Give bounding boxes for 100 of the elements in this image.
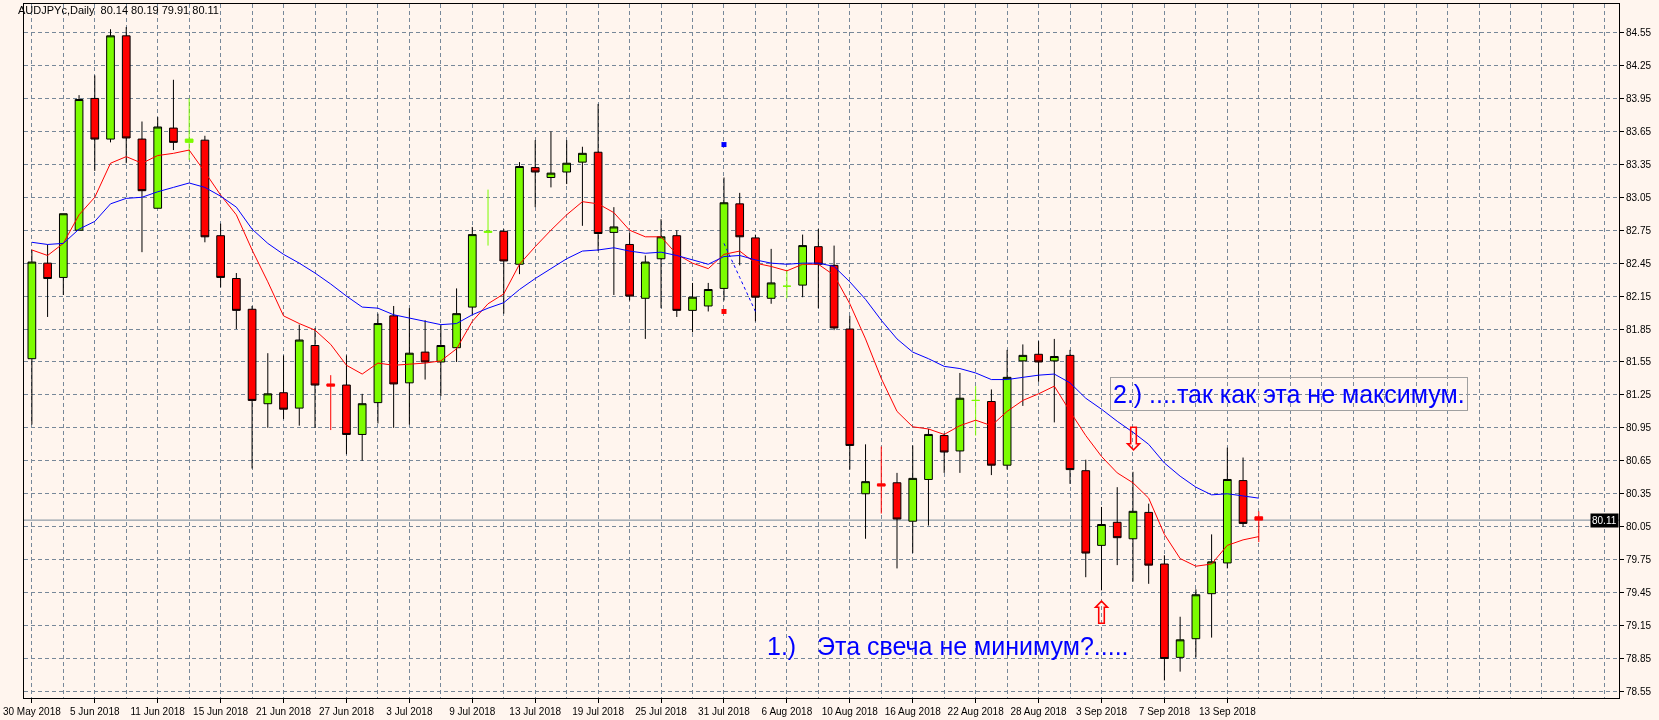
candlestick [814, 228, 823, 309]
candlestick [924, 428, 933, 527]
y-tick-label: 83.05 [1626, 191, 1652, 203]
candlestick [326, 374, 336, 431]
annotation: ⇩ [1120, 421, 1147, 457]
candlestick [483, 189, 493, 247]
y-tick-label: 81.85 [1626, 323, 1652, 335]
candlestick [892, 472, 902, 569]
line-series [31, 182, 1260, 499]
candlestick [672, 229, 682, 318]
candlestick [1191, 588, 1201, 658]
candlestick [389, 305, 398, 429]
candlestick [27, 249, 37, 426]
x-tick-label: 31 Jul 2018 [698, 706, 751, 717]
candlestick [310, 327, 320, 429]
candlestick [263, 352, 273, 429]
candlestick [609, 206, 619, 296]
candlestick [90, 74, 100, 172]
candlestick [656, 218, 666, 309]
candlestick [1097, 506, 1106, 591]
x-tick-label: 5 Jun 2018 [70, 706, 120, 717]
x-tick-label: 25 Jul 2018 [635, 706, 688, 717]
y-tick-label: 81.55 [1626, 356, 1652, 368]
candlestick [688, 282, 697, 333]
x-tick-label: 21 Jun 2018 [256, 706, 312, 717]
x-tick-label: 19 Jul 2018 [572, 706, 625, 717]
candlestick [1018, 343, 1028, 407]
candlestick [908, 444, 918, 554]
candlestick [1222, 447, 1232, 569]
x-tick-label: 3 Jul 2018 [386, 706, 433, 717]
candlestick [515, 161, 524, 275]
candlestick [184, 97, 194, 161]
x-tick-label: 7 Sep 2018 [1138, 706, 1191, 717]
candlestick [987, 388, 996, 476]
y-tick-label: 83.95 [1626, 92, 1652, 104]
candlestick [452, 287, 461, 363]
candlestick [625, 231, 634, 301]
candlestick [1175, 616, 1185, 673]
x-tick-label: 13 Jul 2018 [509, 706, 562, 717]
x-tick-label: 30 May 2018 [2, 706, 62, 717]
y-tick-label: 83.65 [1626, 125, 1652, 137]
candlestick [782, 269, 792, 299]
x-tick-label: 9 Jul 2018 [449, 706, 496, 717]
annotation: 1.) Эта свеча не минимум?..... [767, 632, 1129, 660]
candlestick [861, 443, 870, 540]
candlestick [845, 315, 855, 471]
candlestick [578, 146, 587, 227]
candlestick [703, 282, 713, 312]
candlestick [719, 177, 729, 301]
y-tick-label: 80.35 [1626, 488, 1652, 500]
y-tick-label: 79.45 [1626, 587, 1652, 599]
ref-line-label: 80.11 [1592, 515, 1617, 526]
candlestick [1207, 533, 1216, 639]
candlestick [955, 372, 965, 474]
candlestick [74, 94, 84, 231]
x-tick-label: 10 Aug 2018 [821, 706, 879, 717]
x-tick-label: 6 Aug 2018 [761, 706, 813, 717]
candlestick [1081, 459, 1091, 578]
candlestick [939, 432, 949, 474]
candlestick [876, 446, 886, 515]
y-tick-label: 82.15 [1626, 290, 1652, 302]
x-tick-label: 27 Jun 2018 [318, 706, 375, 717]
y-tick-label: 82.75 [1626, 224, 1652, 236]
candlestick [247, 305, 257, 469]
candlestick [1065, 349, 1075, 485]
candlestick [436, 324, 446, 397]
candlestick [798, 234, 807, 298]
x-tick-label: 13 Sep 2018 [1198, 706, 1257, 717]
x-tick-label: 3 Sep 2018 [1075, 706, 1128, 717]
annotation: 2.) ....так как эта не максимум. [1113, 380, 1465, 408]
y-tick-label: 78.55 [1626, 685, 1652, 697]
candlestick [1160, 554, 1169, 681]
candlestick [405, 307, 414, 426]
candlestick [153, 116, 163, 209]
x-tick-label: 28 Aug 2018 [1010, 706, 1068, 717]
candlestick [216, 223, 225, 288]
candlestick [106, 28, 115, 143]
candlestick [546, 130, 556, 188]
candlestick [971, 385, 981, 437]
candlestick [294, 324, 304, 427]
candlestick [562, 139, 572, 185]
y-tick-label: 80.65 [1626, 455, 1652, 467]
candlestick [420, 319, 430, 381]
x-tick-label: 16 Aug 2018 [884, 706, 942, 717]
candlestick [1034, 340, 1043, 383]
candlestick [169, 79, 178, 151]
candlestick [373, 313, 383, 424]
candlestick [58, 213, 68, 296]
y-tick-label: 79.15 [1626, 620, 1652, 632]
candlestick [1002, 349, 1012, 471]
y-tick-label: 83.35 [1626, 158, 1652, 170]
candlestick [1128, 471, 1138, 583]
candlestick [499, 228, 509, 315]
candlestick [751, 234, 760, 322]
x-tick-label: 22 Aug 2018 [947, 706, 1005, 717]
candlestick [1049, 338, 1059, 423]
candlestick [1238, 457, 1248, 528]
candlestick [640, 254, 650, 340]
y-tick-label: 80.05 [1626, 521, 1652, 533]
y-tick-label: 78.85 [1626, 652, 1652, 664]
